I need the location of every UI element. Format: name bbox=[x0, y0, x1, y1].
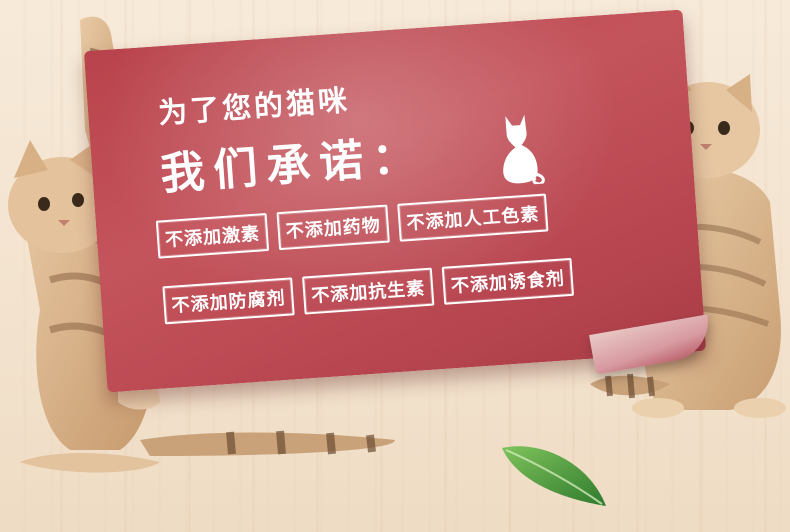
tag-no-antibiotics: 不添加抗生素 bbox=[302, 267, 435, 315]
leaf-icon bbox=[502, 446, 606, 506]
promise-tags: 不添加激素 不添加药物 不添加人工色素 不添加防腐剂 不添加抗生素 不添加诱食剂 bbox=[155, 186, 664, 353]
tag-no-artificial-color: 不添加人工色素 bbox=[397, 193, 549, 242]
tag-no-hormones: 不添加激素 bbox=[155, 212, 270, 259]
tag-no-attractants: 不添加诱食剂 bbox=[441, 257, 575, 305]
promise-sign: 为了您的猫咪 我们承诺： 不添加激素 不添加药物 不添加人工色素 不添加防腐剂 … bbox=[83, 9, 715, 393]
tag-no-preservatives: 不添加防腐剂 bbox=[162, 277, 295, 325]
headline-line-2: 我们承诺： bbox=[158, 130, 427, 201]
sign-content: 为了您的猫咪 我们承诺： 不添加激素 不添加药物 不添加人工色素 不添加防腐剂 … bbox=[147, 55, 675, 368]
cat-silhouette-icon bbox=[503, 114, 545, 186]
tag-row-2: 不添加防腐剂 不添加抗生素 不添加诱食剂 bbox=[162, 252, 661, 325]
tag-no-drugs: 不添加药物 bbox=[276, 204, 390, 251]
headline-line-1: 为了您的猫咪 bbox=[157, 82, 352, 131]
